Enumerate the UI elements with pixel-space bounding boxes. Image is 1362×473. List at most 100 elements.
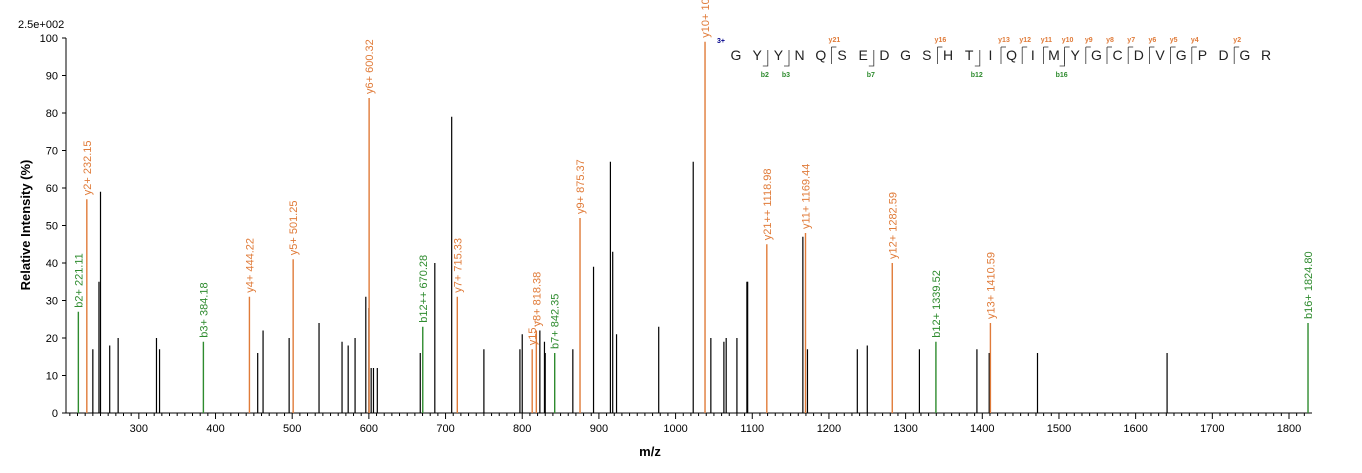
sequence-residue: M — [1048, 47, 1060, 63]
sequence-residue: G — [1091, 47, 1102, 63]
b-ion-label: b12 — [971, 72, 983, 79]
peak-label: y4+ 444.22 — [244, 238, 256, 293]
sequence-residue: Y — [753, 47, 763, 63]
intensity-scale-label: 2.5e+002 — [18, 19, 64, 31]
peak-label: y12+ 1282.59 — [887, 192, 899, 259]
b-ion-bracket — [974, 50, 981, 67]
y-tick-label: 20 — [46, 333, 58, 345]
b-ion-bracket — [762, 50, 769, 67]
y-tick-label: 50 — [46, 221, 58, 233]
sequence-residue: Q — [815, 47, 826, 63]
sequence-residue: I — [1031, 47, 1035, 63]
x-tick-label: 1700 — [1200, 423, 1224, 435]
y-ion-label: y4 — [1191, 37, 1199, 44]
y-ion-label: y10 — [1062, 37, 1074, 44]
peak-label: y6+ 600.32 — [364, 39, 376, 94]
sequence-residue: D — [879, 47, 889, 63]
sequence-residue: S — [922, 47, 931, 63]
x-tick-label: 300 — [130, 423, 148, 435]
y-tick-label: 40 — [46, 258, 58, 270]
peak-label: b12++ 670.28 — [418, 255, 430, 323]
y-ion-label: y8 — [1106, 37, 1114, 44]
sequence-residue: V — [1155, 47, 1165, 63]
annotated-peaks: b2+ 221.11 y2+ 232.15 b3+ 384.18 y4+ 444.22… — [73, 0, 1315, 413]
y-tick-label: 80 — [46, 108, 58, 120]
sequence-residue: T — [965, 47, 974, 63]
sequence-residue: G — [1176, 47, 1187, 63]
peak-label: y8+ 818.38 — [531, 272, 543, 327]
y-tick-label: 70 — [46, 146, 58, 158]
axes — [65, 38, 1312, 414]
y-ion-label: y12 — [1019, 37, 1031, 44]
sequence-residue: G — [1239, 47, 1250, 63]
sequence-residue: N — [795, 47, 805, 63]
x-axis-label: m/z — [639, 444, 661, 459]
y-tick-label: 10 — [46, 371, 58, 383]
x-tick-label: 800 — [513, 423, 531, 435]
peak-label: y9+ 875.37 — [575, 159, 587, 214]
y-ion-label: y5 — [1170, 37, 1178, 44]
y-axis-label: Relative Intensity (%) — [18, 160, 33, 291]
b-ion-label: b2 — [761, 72, 769, 79]
y-tick-label: 30 — [46, 296, 58, 308]
x-tick-label: 1800 — [1277, 423, 1301, 435]
y-ion-label: y2 — [1233, 37, 1241, 44]
sequence-residue: D — [1219, 47, 1229, 63]
y-tick-label: 100 — [40, 33, 58, 45]
x-tick-label: 700 — [436, 423, 454, 435]
sequence-residue: C — [1113, 47, 1123, 63]
y-ion-label: y6 — [1149, 37, 1157, 44]
x-tick-label: 900 — [590, 423, 608, 435]
y-tick-label: 0 — [52, 408, 58, 420]
charge-state-label: 3+ — [717, 38, 725, 45]
sequence-residue: H — [943, 47, 953, 63]
y-ion-label: y9 — [1085, 37, 1093, 44]
peak-label: b7+ 842.35 — [550, 294, 562, 349]
peak-label: b12+ 1339.52 — [931, 270, 943, 338]
peak-label: y13+ 1410.59 — [985, 252, 997, 319]
x-tick-label: 1100 — [740, 423, 764, 435]
x-tick-label: 1200 — [817, 423, 841, 435]
sequence-residue: Y — [774, 47, 784, 63]
b-ion-bracket — [868, 50, 875, 67]
x-tick-label: 1300 — [893, 423, 917, 435]
sequence-residue: D — [1134, 47, 1144, 63]
sequence-residue: E — [859, 47, 868, 63]
peak-label: y21++ 1118.98 — [762, 168, 774, 240]
b-ion-label: b16 — [1056, 72, 1068, 79]
peak-label: y11+ 1169.44 — [801, 164, 813, 229]
sequence-residue: Q — [1006, 47, 1017, 63]
y-ticks: 0 10 20 30 40 50 60 70 80 90 100 — [40, 33, 66, 420]
unassigned-peaks — [92, 116, 1168, 413]
y-ion-label: y21 — [829, 37, 841, 44]
b-ion-bracket — [1059, 50, 1065, 67]
x-tick-label: 600 — [360, 423, 378, 435]
b-ion-bracket — [784, 50, 790, 67]
peak-label: b2+ 221.11 — [73, 253, 85, 308]
peak-label: y7+ 715.33 — [452, 238, 464, 293]
sequence-residue: R — [1261, 47, 1271, 63]
peak-label: b16+ 1824.80 — [1303, 251, 1315, 319]
y-ion-label: y16 — [935, 37, 947, 44]
x-tick-label: 400 — [206, 423, 224, 435]
x-tick-label: 500 — [283, 423, 301, 435]
y-ion-label: y11 — [1041, 37, 1052, 44]
sequence-residue: G — [900, 47, 911, 63]
y-ion-label: y13 — [998, 37, 1010, 44]
x-tick-label: 1000 — [663, 423, 687, 435]
sequence-residue: Y — [1071, 47, 1081, 63]
sequence-residue: P — [1198, 47, 1207, 63]
x-ticks: 300 400 500 600 700 800 900 1000 1100 1200 1300 140… — [69, 413, 1305, 435]
b-ion-label: b7 — [867, 72, 875, 79]
sequence-residue: G — [731, 47, 742, 63]
b-ion-label: b3 — [782, 72, 790, 79]
y-tick-label: 60 — [46, 183, 58, 195]
sequence-residue: I — [988, 47, 992, 63]
x-tick-label: 1500 — [1047, 423, 1071, 435]
sequence-residue: S — [837, 47, 846, 63]
peak-label: y10+ 1038.4 — [700, 0, 712, 38]
peak-label: b3+ 384.18 — [198, 282, 210, 337]
y-tick-label: 90 — [46, 71, 58, 83]
